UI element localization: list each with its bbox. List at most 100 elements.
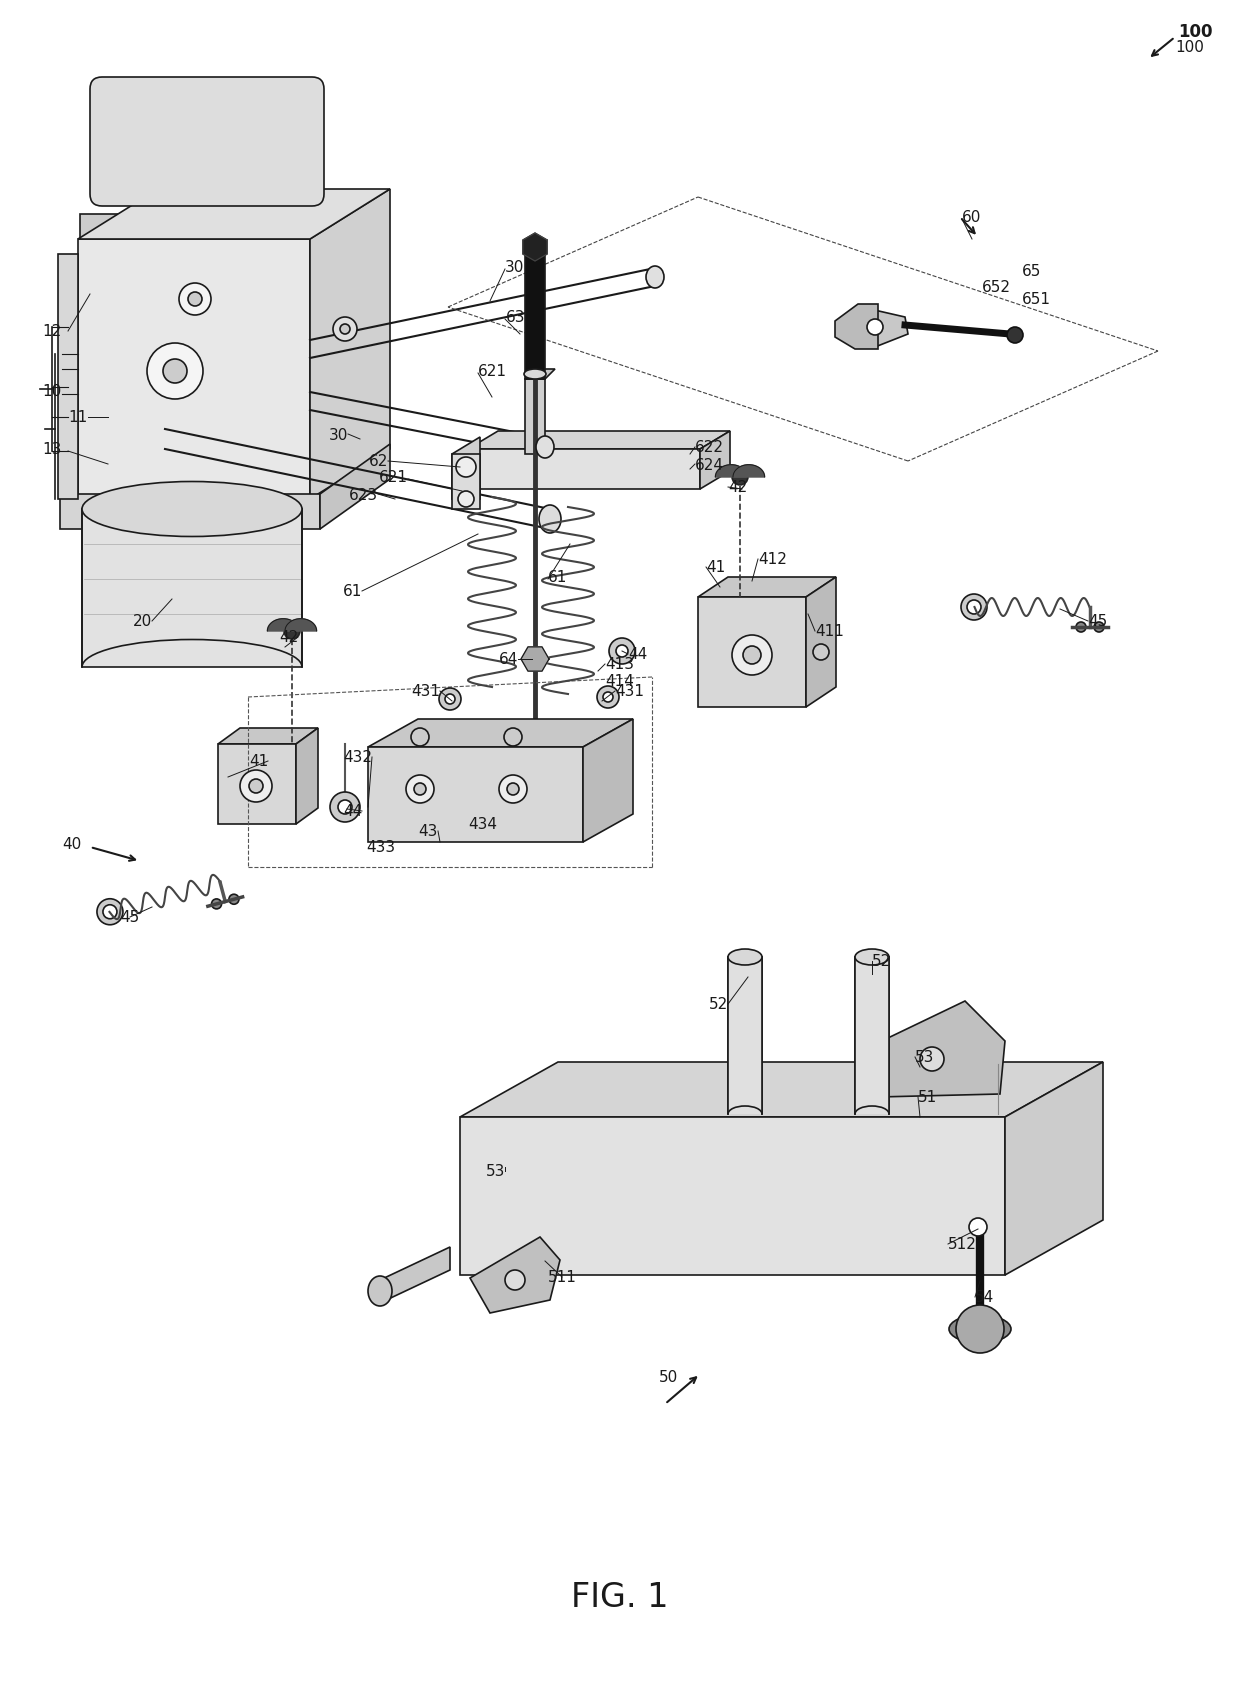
Circle shape — [603, 693, 613, 703]
Polygon shape — [379, 1248, 450, 1304]
Circle shape — [528, 653, 542, 666]
Text: 431: 431 — [615, 685, 644, 700]
Polygon shape — [715, 466, 746, 478]
Polygon shape — [835, 304, 878, 350]
Polygon shape — [523, 234, 547, 262]
Polygon shape — [60, 495, 320, 530]
Polygon shape — [856, 957, 889, 1115]
Text: 12: 12 — [42, 325, 62, 340]
Circle shape — [1007, 328, 1023, 343]
Text: 54: 54 — [975, 1290, 994, 1305]
Text: 412: 412 — [758, 552, 787, 567]
Text: 100: 100 — [1176, 40, 1204, 56]
Circle shape — [507, 784, 520, 796]
Circle shape — [743, 646, 761, 664]
Polygon shape — [218, 745, 296, 824]
Ellipse shape — [728, 949, 763, 965]
Circle shape — [148, 343, 203, 400]
Polygon shape — [806, 577, 836, 708]
Text: 61: 61 — [342, 584, 362, 599]
FancyBboxPatch shape — [91, 77, 324, 207]
Text: 100: 100 — [1178, 24, 1213, 40]
Text: 431: 431 — [410, 685, 440, 700]
Polygon shape — [460, 1063, 1104, 1117]
Circle shape — [249, 779, 263, 794]
Text: 512: 512 — [949, 1236, 977, 1251]
Polygon shape — [320, 444, 391, 530]
Polygon shape — [1004, 1063, 1104, 1275]
Text: 43: 43 — [419, 824, 438, 839]
Polygon shape — [698, 597, 806, 708]
Polygon shape — [698, 577, 836, 597]
Ellipse shape — [856, 949, 889, 965]
Text: 61: 61 — [548, 570, 568, 585]
Circle shape — [439, 688, 461, 710]
Circle shape — [414, 784, 427, 796]
Polygon shape — [701, 432, 730, 489]
Text: 62: 62 — [368, 454, 388, 469]
Circle shape — [405, 775, 434, 804]
Circle shape — [498, 775, 527, 804]
Text: 511: 511 — [548, 1270, 577, 1285]
Circle shape — [503, 728, 522, 747]
Text: 30: 30 — [505, 261, 525, 276]
Circle shape — [456, 458, 476, 478]
Ellipse shape — [536, 437, 554, 459]
Circle shape — [212, 900, 222, 910]
Polygon shape — [310, 190, 391, 500]
Text: 52: 52 — [709, 997, 728, 1013]
Circle shape — [505, 1270, 525, 1290]
Polygon shape — [460, 1117, 1004, 1275]
Circle shape — [732, 469, 748, 486]
Text: 53: 53 — [915, 1050, 935, 1065]
Polygon shape — [453, 437, 480, 500]
Circle shape — [339, 801, 352, 814]
Circle shape — [97, 900, 123, 925]
Polygon shape — [78, 190, 391, 241]
Text: 44: 44 — [342, 804, 362, 819]
Circle shape — [188, 293, 202, 306]
Text: 42: 42 — [279, 631, 298, 646]
Polygon shape — [525, 370, 556, 380]
Text: 64: 64 — [498, 653, 518, 668]
Ellipse shape — [368, 1277, 392, 1307]
Text: 413: 413 — [605, 658, 634, 673]
Text: FIG. 1: FIG. 1 — [572, 1581, 668, 1613]
Text: 50: 50 — [658, 1369, 677, 1384]
Text: 433: 433 — [366, 839, 396, 854]
Text: 623: 623 — [348, 488, 378, 503]
Text: 414: 414 — [605, 674, 634, 690]
Circle shape — [229, 895, 239, 905]
Circle shape — [410, 728, 429, 747]
Circle shape — [445, 695, 455, 705]
Polygon shape — [218, 728, 317, 745]
Polygon shape — [467, 449, 701, 489]
Text: 51: 51 — [918, 1090, 937, 1105]
Polygon shape — [470, 1238, 560, 1314]
Circle shape — [596, 686, 619, 708]
Text: 40: 40 — [62, 838, 82, 853]
Text: 621: 621 — [477, 365, 507, 378]
Circle shape — [241, 770, 272, 802]
Polygon shape — [467, 432, 730, 449]
Text: 63: 63 — [506, 309, 526, 325]
Text: 41: 41 — [706, 560, 725, 575]
Circle shape — [103, 905, 117, 918]
Polygon shape — [525, 251, 546, 380]
Circle shape — [330, 792, 360, 822]
Ellipse shape — [646, 267, 663, 289]
Ellipse shape — [82, 483, 303, 537]
Polygon shape — [839, 309, 908, 348]
Text: 44: 44 — [627, 648, 647, 663]
Text: 651: 651 — [1022, 293, 1052, 308]
Polygon shape — [100, 87, 320, 198]
Text: 52: 52 — [872, 954, 892, 969]
Ellipse shape — [949, 1315, 1011, 1344]
Circle shape — [920, 1048, 944, 1071]
Circle shape — [179, 284, 211, 316]
Polygon shape — [58, 256, 78, 500]
Polygon shape — [453, 454, 480, 510]
Polygon shape — [866, 1001, 1004, 1097]
Text: 434: 434 — [467, 817, 497, 833]
Polygon shape — [285, 619, 316, 632]
